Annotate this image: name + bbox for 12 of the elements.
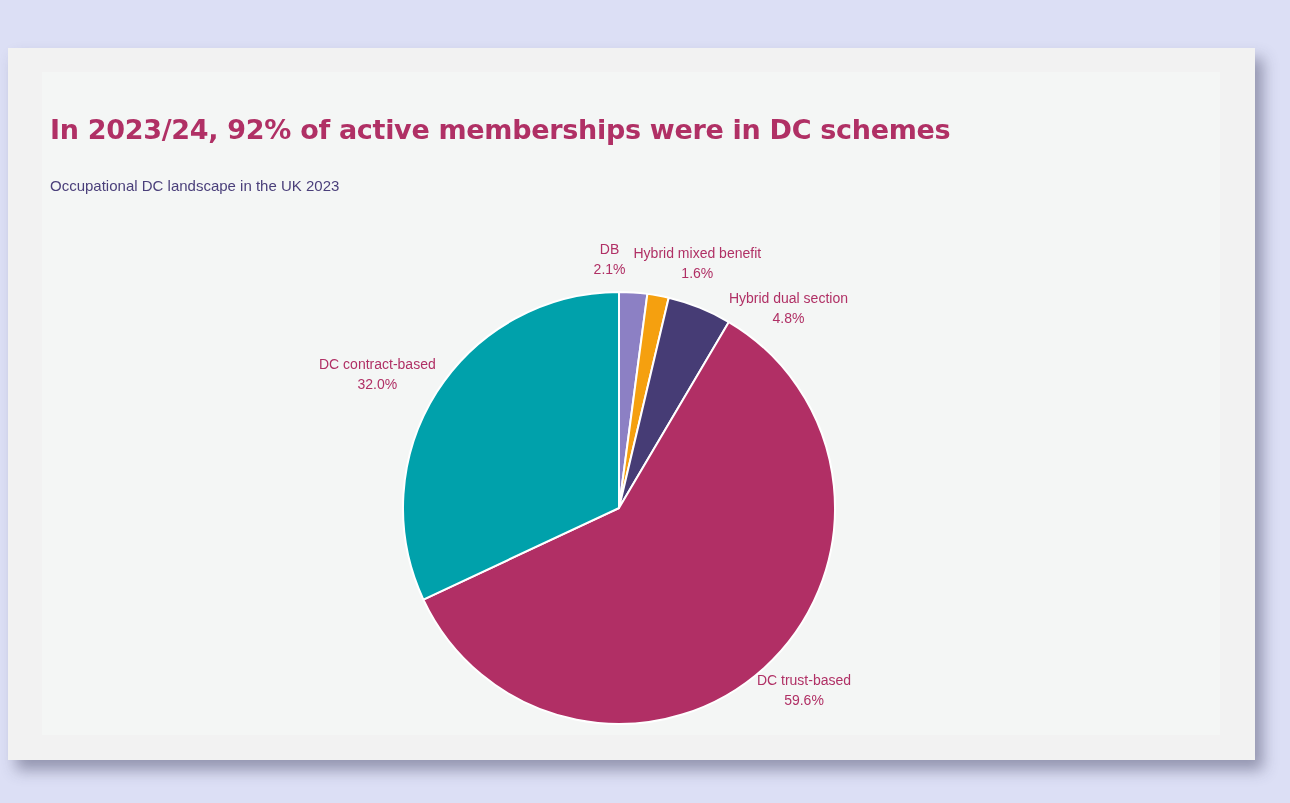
data-label: 32.0% <box>357 375 398 392</box>
chart-title: In 2023/24, 92% of active memberships were in DC schemes <box>50 114 951 145</box>
slice-label: Hybrid mixed benefit <box>633 244 762 261</box>
data-label: 2.1% <box>593 261 626 278</box>
data-label: 1.6% <box>681 264 714 281</box>
slice-label: DB <box>599 241 620 258</box>
data-label: 59.6% <box>784 692 824 709</box>
data-label: 4.8% <box>772 309 805 326</box>
slice-label: Hybrid dual section <box>728 289 848 306</box>
text: Occupational DC landscape in the UK 2023 <box>50 177 340 194</box>
slice-label: DC trust-based <box>756 672 852 689</box>
slice-label: DC contract-based <box>319 355 436 372</box>
